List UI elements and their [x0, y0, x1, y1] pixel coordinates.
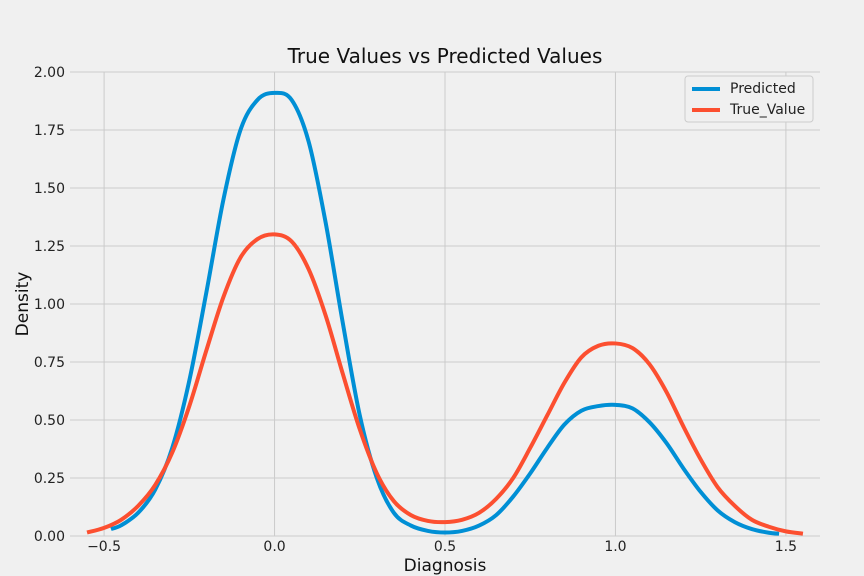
x-tick-label: 1.5: [775, 539, 797, 555]
x-tick-label: 1.0: [604, 539, 626, 555]
y-tick-label: 1.50: [34, 181, 65, 197]
series-lines: [86, 90, 804, 536]
y-tick-labels: 0.00 0.25 0.50 0.75 1.00 1.25 1.50 1.75 2.00: [34, 65, 65, 545]
legend: Predicted True_Value: [684, 75, 814, 123]
x-tick-label: 0.0: [263, 539, 285, 555]
x-tick-label: −0.5: [87, 539, 121, 555]
x-tick-label: 0.5: [434, 539, 456, 555]
chart-title: True Values vs Predicted Values: [287, 44, 603, 68]
series-line-true-value: [86, 232, 804, 536]
x-axis-title: Diagnosis: [404, 556, 487, 576]
y-tick-label: 0.50: [34, 413, 65, 429]
x-tick-labels: −0.5 0.0 0.5 1.0 1.5: [87, 539, 797, 555]
y-tick-label: 2.00: [34, 65, 65, 81]
legend-label-predicted: Predicted: [730, 81, 796, 97]
y-axis-title: Density: [13, 272, 33, 337]
y-tick-label: 0.75: [34, 355, 65, 371]
y-tick-label: 1.25: [34, 239, 65, 255]
legend-label-true-value: True_Value: [729, 102, 805, 118]
series-line-predicted: [110, 90, 780, 536]
y-tick-label: 1.75: [34, 123, 65, 139]
y-tick-label: 0.25: [34, 471, 65, 487]
y-tick-label: 0.00: [34, 529, 65, 545]
y-tick-label: 1.00: [34, 297, 65, 313]
